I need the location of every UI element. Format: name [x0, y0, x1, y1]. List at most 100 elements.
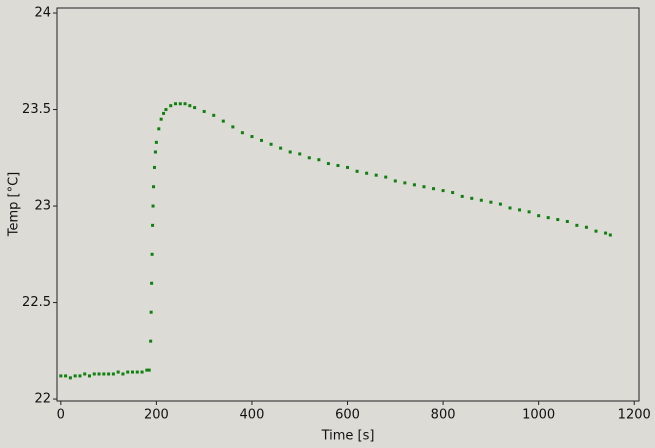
x-tick-label: 1000	[522, 408, 555, 423]
data-point	[279, 146, 283, 150]
data-point	[157, 127, 161, 131]
data-point	[317, 158, 321, 162]
data-point	[422, 185, 426, 189]
data-point	[152, 165, 156, 169]
data-point	[288, 150, 292, 154]
data-point	[393, 179, 397, 183]
data-point	[212, 113, 216, 117]
y-tick-label: 22	[34, 392, 51, 407]
data-point	[202, 109, 206, 113]
data-point	[489, 200, 493, 204]
data-point	[130, 370, 134, 374]
data-point	[73, 374, 77, 378]
data-point	[116, 370, 120, 374]
x-tick-label: 600	[335, 408, 360, 423]
data-point	[193, 106, 197, 110]
data-point	[135, 370, 139, 374]
data-point	[326, 162, 330, 166]
data-point	[412, 183, 416, 187]
data-point	[565, 219, 569, 223]
y-tick-label: 22.5	[22, 295, 51, 310]
x-tick-label: 200	[144, 408, 169, 423]
data-point	[432, 187, 436, 191]
data-point	[355, 169, 359, 173]
data-point	[403, 181, 407, 185]
data-point	[307, 156, 311, 160]
data-point	[162, 111, 166, 115]
data-point	[298, 152, 302, 156]
data-point	[240, 131, 244, 135]
data-point	[346, 165, 350, 169]
data-point	[374, 173, 378, 177]
data-point	[140, 370, 144, 374]
data-point	[584, 225, 588, 229]
data-point	[111, 372, 115, 376]
data-point	[518, 208, 522, 212]
data-point	[174, 102, 178, 106]
data-point	[384, 175, 388, 179]
data-point	[221, 119, 225, 123]
data-point	[59, 374, 63, 378]
data-point	[537, 214, 541, 218]
data-point	[64, 374, 68, 378]
data-point	[260, 138, 264, 142]
data-point	[336, 164, 340, 168]
x-tick-label: 400	[240, 408, 265, 423]
data-point	[68, 376, 72, 380]
data-point	[145, 368, 149, 372]
data-point	[97, 372, 101, 376]
data-point	[150, 281, 154, 285]
data-point	[460, 194, 464, 198]
data-point	[269, 142, 273, 146]
x-tick-label: 0	[57, 408, 65, 423]
data-point	[121, 372, 125, 376]
data-point	[107, 372, 111, 376]
data-point	[188, 104, 192, 108]
data-point	[546, 216, 550, 220]
data-point	[152, 185, 156, 189]
data-point	[126, 370, 130, 374]
data-point	[556, 218, 560, 222]
data-point	[102, 372, 106, 376]
data-point	[159, 117, 163, 121]
data-point	[151, 223, 155, 227]
x-tick-label: 1200	[618, 408, 651, 423]
data-point	[231, 125, 235, 129]
data-point	[250, 135, 254, 139]
data-point	[604, 231, 608, 235]
data-point	[183, 102, 187, 106]
data-point	[508, 206, 512, 210]
data-point	[78, 374, 82, 378]
data-point	[441, 189, 445, 193]
data-point	[151, 204, 155, 208]
data-point	[365, 171, 369, 175]
data-point	[498, 202, 502, 206]
y-tick-label: 24	[34, 6, 51, 21]
data-point	[149, 339, 153, 343]
y-axis-label: Temp [°C]	[7, 172, 22, 238]
y-tick-label: 23	[34, 199, 51, 214]
data-point	[83, 372, 87, 376]
data-point	[608, 233, 612, 237]
data-point	[87, 374, 91, 378]
data-point	[154, 140, 158, 144]
x-tick-label: 800	[431, 408, 456, 423]
data-point	[527, 210, 531, 214]
data-point	[169, 104, 173, 108]
data-point	[153, 150, 157, 154]
data-point	[451, 191, 455, 195]
data-point	[147, 368, 151, 372]
data-point	[92, 372, 96, 376]
y-tick-label: 23.5	[22, 102, 51, 117]
data-point	[150, 252, 154, 256]
data-point	[178, 102, 182, 106]
data-point	[149, 310, 153, 314]
x-axis-label: Time [s]	[321, 429, 375, 444]
data-point	[575, 223, 579, 227]
data-point	[470, 196, 474, 200]
data-point	[594, 229, 598, 233]
data-point	[479, 198, 483, 202]
data-point	[164, 108, 168, 112]
